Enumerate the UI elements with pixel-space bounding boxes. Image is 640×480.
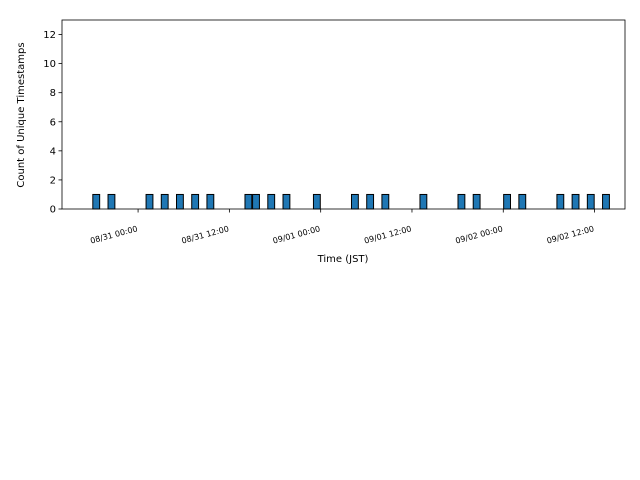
bar (282, 193, 291, 210)
x-tick-label: 09/01 12:00 (363, 224, 412, 245)
bar (350, 193, 359, 210)
bar (366, 193, 375, 210)
bar (176, 193, 184, 210)
bar (518, 193, 527, 210)
bar (244, 193, 253, 210)
bar (312, 193, 321, 210)
bar (267, 193, 276, 210)
bar (457, 193, 466, 210)
x-tick-label: 09/01 00:00 (272, 224, 321, 245)
bar (503, 193, 511, 210)
bar (472, 193, 481, 210)
x-tick-label: 09/02 12:00 (546, 224, 595, 245)
bar (145, 193, 154, 210)
x-tick-label: 08/31 12:00 (181, 224, 230, 245)
bar (586, 193, 595, 210)
bar (571, 193, 580, 210)
axes-frame (61, 19, 626, 210)
bar (556, 193, 565, 210)
x-tick-label: 08/31 00:00 (89, 224, 138, 245)
y-tick-label: 8 (50, 88, 56, 99)
y-axis-label: Count of Unique Timestamps (16, 42, 27, 187)
y-tick-label: 6 (50, 117, 56, 128)
bar (381, 193, 390, 210)
bar (419, 193, 428, 210)
y-tick-label: 10 (43, 59, 56, 70)
y-tick-label: 12 (43, 30, 56, 41)
bar (160, 193, 169, 210)
bar (252, 193, 260, 210)
y-tick-label: 4 (50, 146, 56, 157)
y-tick-label: 2 (50, 175, 56, 186)
y-tick-label: 0 (50, 205, 56, 216)
bar (107, 193, 116, 210)
bar (191, 193, 200, 210)
x-axis-label: Time (JST) (317, 254, 369, 265)
x-tick-label: 09/02 00:00 (454, 224, 503, 245)
bar (206, 193, 215, 210)
bar (92, 193, 101, 210)
bar (602, 193, 610, 210)
